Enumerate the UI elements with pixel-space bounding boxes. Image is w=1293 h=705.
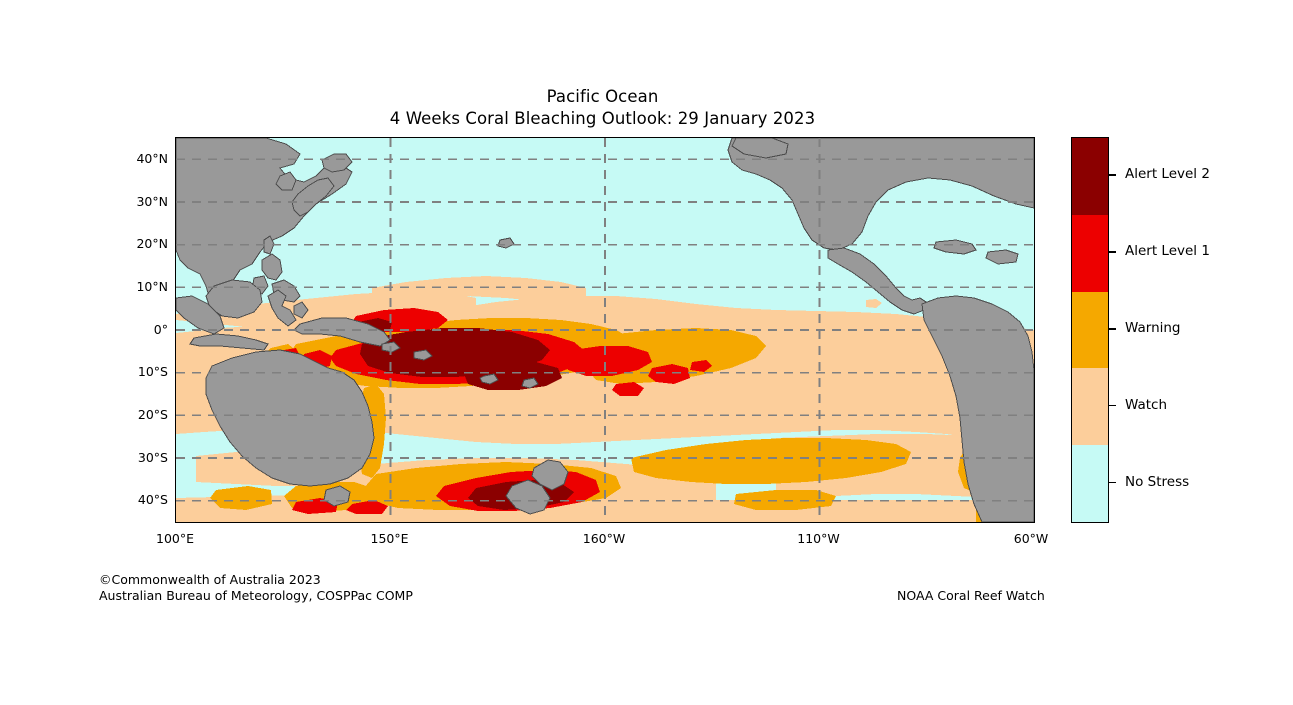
land-masses bbox=[176, 138, 1034, 522]
legend-tick-dash bbox=[1109, 251, 1116, 253]
footer-attribution: NOAA Coral Reef Watch bbox=[897, 588, 1045, 603]
ytick-40s: 40°S bbox=[137, 492, 168, 507]
land-hispaniola bbox=[985, 249, 1019, 265]
map-plot-area bbox=[175, 137, 1035, 523]
xtick-160w: 160°W bbox=[582, 531, 626, 546]
land-korea bbox=[275, 171, 297, 191]
alert1-vanuatu-patch bbox=[612, 382, 644, 396]
legend-labels: Alert Level 2 Alert Level 1 Warning Watc… bbox=[1109, 137, 1289, 521]
ytick-20n: 20°N bbox=[136, 236, 168, 251]
land-halmahera bbox=[293, 301, 309, 319]
watch-north-guinea bbox=[372, 276, 586, 306]
xtick-100e: 100°E bbox=[155, 531, 195, 546]
land-luzon bbox=[261, 253, 283, 281]
legend-label-alert-level-2: Alert Level 2 bbox=[1125, 166, 1210, 183]
legend-band-alert-level-2 bbox=[1072, 138, 1108, 215]
alert1-fiji-patch bbox=[648, 364, 690, 384]
legend-tick-dash bbox=[1109, 481, 1116, 484]
chart-title-line1: Pacific Ocean bbox=[546, 87, 659, 106]
land-solomon-isle bbox=[413, 349, 433, 361]
ytick-20s: 20°S bbox=[137, 407, 168, 422]
alert1-east-tail bbox=[562, 346, 652, 376]
land-nz-north bbox=[531, 459, 569, 491]
footer-copyright-block: ©Commonwealth of Australia 2023 Australi… bbox=[99, 572, 413, 604]
land-taiwan bbox=[263, 235, 275, 255]
land-australia bbox=[205, 349, 375, 487]
ytick-0: 0° bbox=[153, 322, 168, 337]
footer-copyright: ©Commonwealth of Australia 2023 bbox=[99, 572, 321, 587]
xtick-150e: 150°E bbox=[370, 531, 409, 546]
legend-band-warning bbox=[1072, 291, 1108, 369]
watch-panama-speck bbox=[866, 299, 882, 308]
land-java-sunda bbox=[189, 333, 269, 351]
land-japan bbox=[291, 177, 335, 217]
legend-tick-dash bbox=[1109, 328, 1116, 330]
xtick-110w: 110°W bbox=[797, 531, 840, 546]
alert1-bass-patch2 bbox=[346, 500, 388, 514]
xtick-60w: 60°W bbox=[1013, 531, 1049, 546]
land-sulawesi bbox=[267, 289, 297, 327]
land-south-america bbox=[921, 295, 1034, 522]
warning-patch-west bbox=[210, 486, 272, 510]
map-gridlines bbox=[176, 138, 1034, 522]
land-sumatra bbox=[176, 295, 225, 335]
land-new-guinea bbox=[293, 317, 391, 347]
land-asia bbox=[176, 138, 353, 307]
map-svg bbox=[176, 138, 1034, 522]
land-fiji-isle bbox=[521, 377, 539, 389]
legend-label-no-stress: No Stress bbox=[1125, 473, 1190, 490]
legend-tick-dash bbox=[1109, 174, 1116, 176]
ytick-40n: 40°N bbox=[136, 151, 168, 166]
legend-band-no-stress bbox=[1072, 445, 1108, 522]
ytick-30n: 30°N bbox=[136, 194, 168, 209]
chart-title-line2: 4 Weeks Coral Bleaching Outlook: 29 Janu… bbox=[389, 109, 816, 128]
alert1-speck-150w bbox=[690, 360, 712, 372]
legend-label-watch: Watch bbox=[1125, 396, 1168, 413]
ytick-10s: 10°S bbox=[137, 364, 168, 379]
legend-tick-dash bbox=[1109, 404, 1116, 407]
chart-title: Pacific Ocean 4 Weeks Coral Bleaching Ou… bbox=[0, 86, 1205, 130]
alert2-solomon-patch bbox=[408, 334, 444, 350]
land-alaska bbox=[731, 138, 789, 159]
legend-label-warning: Warning bbox=[1125, 320, 1181, 336]
legend-band-alert-level-1 bbox=[1072, 214, 1108, 292]
footer-agency: Australian Bureau of Meteorology, COSPPa… bbox=[99, 588, 413, 603]
land-cuba bbox=[933, 239, 977, 255]
legend-label-alert-level-1: Alert Level 1 bbox=[1125, 243, 1210, 260]
ytick-10n: 10°N bbox=[136, 279, 168, 294]
land-vanuatu-isle bbox=[479, 373, 499, 385]
legend-band-watch bbox=[1072, 368, 1108, 446]
warning-subtropical-band bbox=[631, 438, 911, 484]
legend-colorbar bbox=[1071, 137, 1109, 523]
land-nz-south bbox=[505, 479, 551, 515]
ytick-30s: 30°S bbox=[137, 450, 168, 465]
